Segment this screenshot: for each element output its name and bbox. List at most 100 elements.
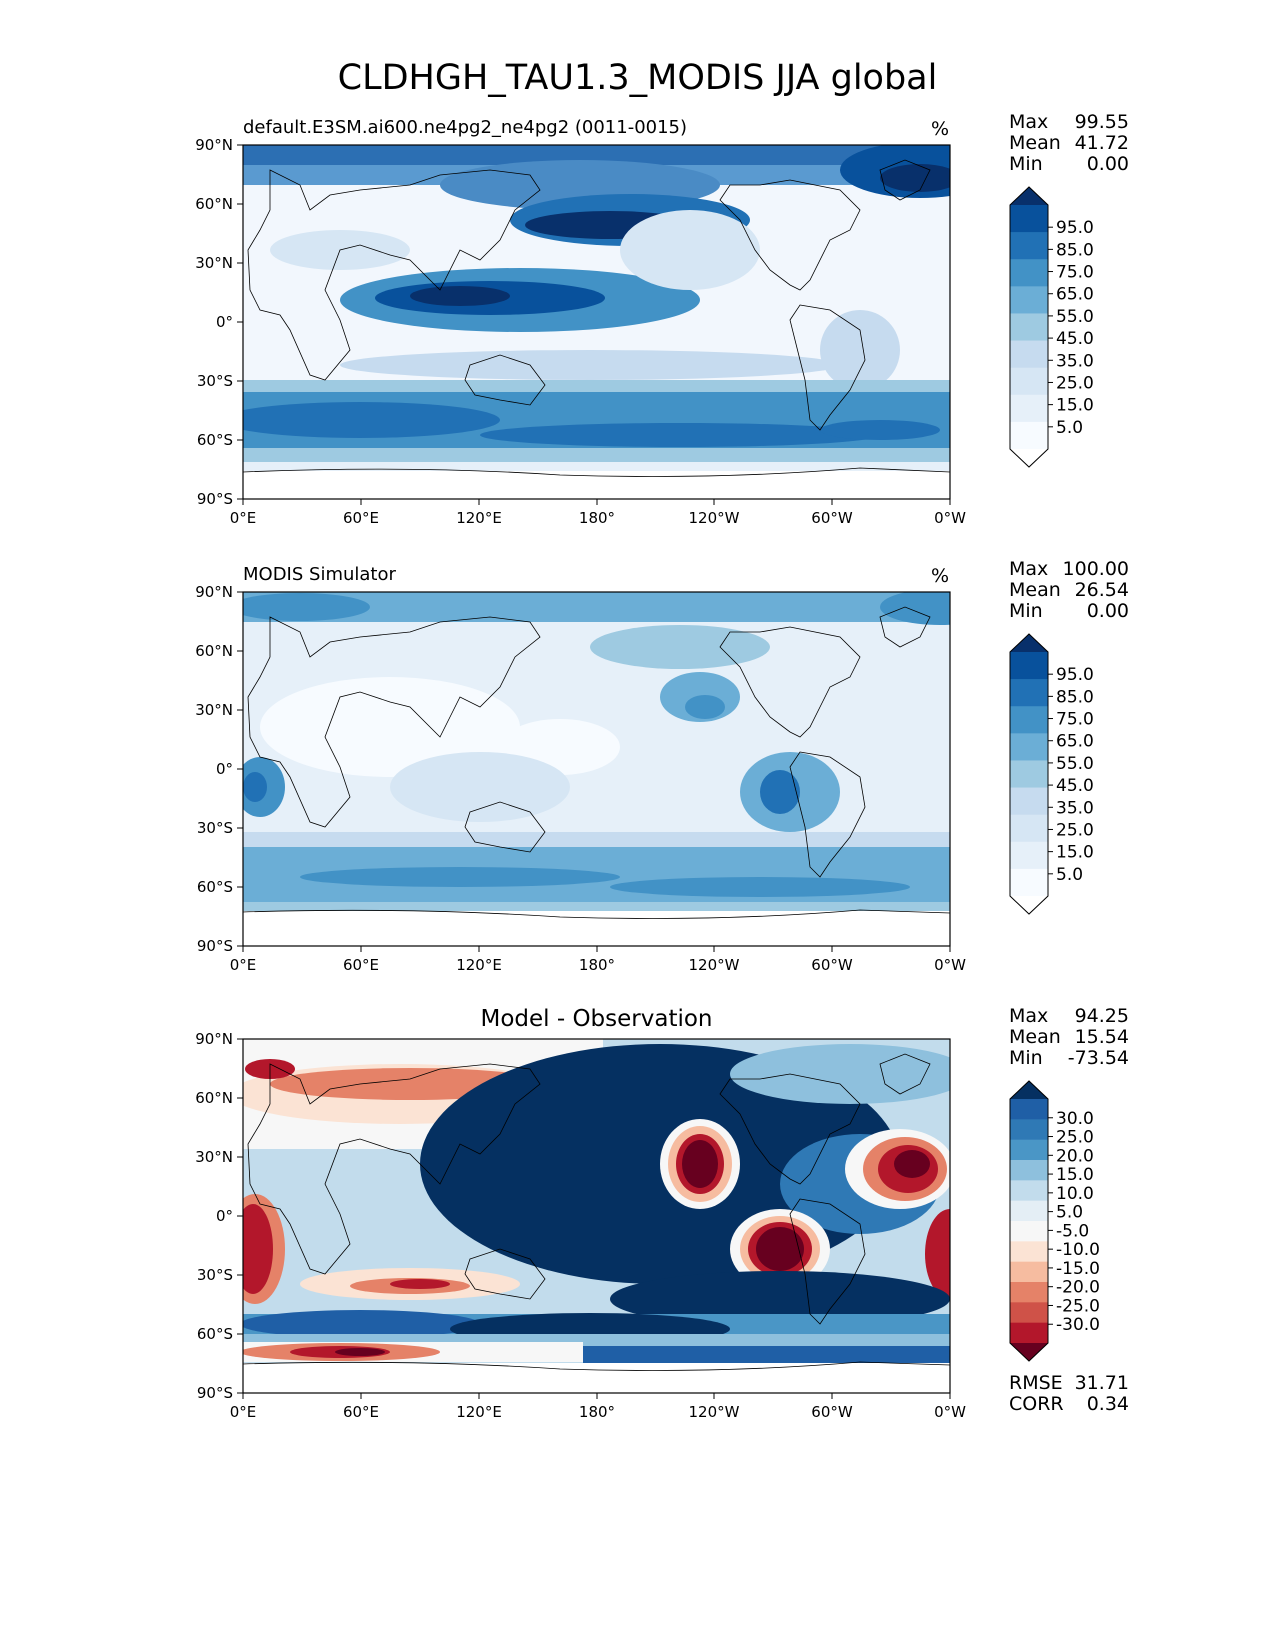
panel-3-ytick-label: 60°N	[195, 1089, 233, 1107]
colorbar-tick-label: 15.0	[1056, 843, 1094, 863]
colorbar-tick-label: 35.0	[1056, 798, 1094, 818]
colorbar-extend-min	[1010, 449, 1048, 467]
colorbar-swatch	[1010, 313, 1048, 342]
colorbar-outline	[1009, 1080, 1049, 1362]
colorbar-swatch	[1010, 841, 1048, 870]
panel-2-map: 90°N 60°N 30°N 0° 30°S 60°S 90°S 0°E 60°…	[195, 583, 966, 974]
colorbar-extend-min	[1010, 1343, 1048, 1361]
colorbar-swatch	[1010, 1180, 1048, 1202]
panel-2-xtick-label: 0°E	[230, 956, 257, 974]
colorbar-tick-label: 95.0	[1056, 665, 1094, 685]
colorbar-tick-label: 55.0	[1056, 754, 1094, 774]
colorbar-swatch	[1010, 286, 1048, 314]
panel-3-title: Model - Observation	[480, 1006, 713, 1032]
panel-1-xtick-label: 120°E	[456, 509, 502, 527]
panel-1-ytick-label: 30°S	[197, 372, 233, 390]
panel-2-units: %	[931, 565, 950, 587]
stat-mean-label: Mean	[1009, 579, 1061, 601]
stat-max-label: Max	[1009, 111, 1049, 133]
stat-min-value: -73.54	[1067, 1047, 1129, 1069]
panel-2-xtick-label: 120°E	[456, 956, 502, 974]
panel-1-xtick-label: 60°E	[343, 509, 379, 527]
panel-3-y-ticks	[237, 1038, 243, 1394]
panel-1-ytick-label: 90°N	[195, 136, 233, 154]
panel-1-xtick-label: 0°W	[934, 509, 966, 527]
stat-min-value: 0.00	[1086, 153, 1129, 175]
panel-2-xtick-label: 60°E	[343, 956, 379, 974]
panel-1-xtick-label: 0°E	[230, 509, 257, 527]
panel-2-colorbar: 95.085.0 75.065.055.045.035.025.0 15.05.0	[1009, 633, 1094, 915]
colorbar-tick-label: -10.0	[1056, 1240, 1100, 1260]
colorbar-swatch	[1010, 367, 1048, 396]
panel-1-map: 90°N 60°N 30°N 0° 30°S 60°S 90°S 0°E 60°…	[195, 136, 966, 527]
stat-min-value: 0.00	[1086, 600, 1129, 622]
panel-3-ytick-label: 60°S	[197, 1325, 233, 1343]
colorbar-tick-label: 15.0	[1056, 1165, 1094, 1185]
colorbar-tick-label: 30.0	[1056, 1109, 1094, 1129]
colorbar-swatch	[1010, 340, 1048, 369]
rmse-value: 31.71	[1074, 1372, 1129, 1394]
colorbar-swatch	[1010, 1139, 1048, 1161]
colorbar-swatch	[1010, 1282, 1048, 1303]
colorbar-tick-label: 85.0	[1056, 240, 1094, 260]
panel-2-ytick-label: 30°S	[197, 819, 233, 837]
colorbar-extend-min	[1010, 896, 1048, 914]
panel-2-xtick-label: 0°W	[934, 956, 966, 974]
colorbar-tick-label: 55.0	[1056, 307, 1094, 327]
colorbar-swatch	[1010, 1261, 1048, 1283]
colorbar-swatch	[1010, 1221, 1048, 1242]
panel-3-xtick-label: 120°W	[689, 1403, 740, 1421]
panel-2-ytick-label: 60°S	[197, 878, 233, 896]
corr-label: CORR	[1009, 1393, 1064, 1415]
colorbar-swatch	[1010, 259, 1048, 287]
panel-2-ytick-label: 60°N	[195, 642, 233, 660]
panel-2-ytick-label: 30°N	[195, 701, 233, 719]
panel-3-x-ticks	[242, 1393, 951, 1399]
panel-2-y-ticks	[237, 591, 243, 947]
colorbar-tick-label: 25.0	[1056, 373, 1094, 393]
colorbar-tick-label: -30.0	[1056, 1315, 1100, 1335]
colorbar-tick-label: 25.0	[1056, 1128, 1094, 1148]
stat-mean-label: Mean	[1009, 1026, 1061, 1048]
corr-value: 0.34	[1086, 1393, 1129, 1415]
panel-1-ytick-label: 60°S	[197, 431, 233, 449]
colorbar-swatch	[1010, 1241, 1048, 1263]
colorbar-extend-max	[1010, 634, 1048, 652]
colorbar-tick-label: 15.0	[1056, 396, 1094, 416]
stat-max-value: 99.55	[1074, 111, 1129, 133]
colorbar-swatch	[1010, 205, 1048, 233]
colorbar-tick-label: 45.0	[1056, 776, 1094, 796]
colorbar-outline	[1009, 186, 1049, 468]
colorbar-swatch	[1010, 421, 1048, 450]
panel-3-ytick-label: 30°N	[195, 1148, 233, 1166]
colorbar-swatch	[1010, 652, 1048, 680]
colorbar-extend-max	[1010, 187, 1048, 205]
panel-2-xtick-label: 120°W	[689, 956, 740, 974]
colorbar-tick-label: 45.0	[1056, 329, 1094, 349]
colorbar-tick-label: 95.0	[1056, 218, 1094, 238]
stat-max-label: Max	[1009, 1005, 1049, 1027]
panel-1-title-left: default.E3SM.ai600.ne4pg2_ne4pg2 (0011-0…	[243, 117, 688, 138]
panel-1-y-ticks	[237, 144, 243, 500]
colorbar-tick-label: 20.0	[1056, 1146, 1094, 1166]
colorbar-extend-max	[1010, 1081, 1048, 1099]
colorbar-tick-label: 5.0	[1056, 865, 1083, 885]
panel-3-xtick-label: 180°	[579, 1403, 615, 1421]
panel-1-stats: Max 99.55 Mean 41.72 Min 0.00	[1009, 112, 1129, 175]
panel-3-xtick-label: 60°E	[343, 1403, 379, 1421]
colorbar-swatch	[1010, 1160, 1048, 1181]
panel-2-ytick-label: 90°S	[197, 937, 233, 955]
colorbar-tick-label: 25.0	[1056, 820, 1094, 840]
colorbar-tick-label: 10.0	[1056, 1184, 1094, 1204]
panel-2-ytick-label: 90°N	[195, 583, 233, 601]
colorbar-tick-label: -20.0	[1056, 1278, 1100, 1298]
colorbar-tick-label: 5.0	[1056, 418, 1083, 438]
stat-mean-value: 15.54	[1074, 1026, 1129, 1048]
colorbar-swatch	[1010, 1302, 1048, 1324]
colorbar-outline	[1009, 633, 1049, 915]
colorbar-tick-label: -5.0	[1056, 1221, 1089, 1241]
stat-max-label: Max	[1009, 558, 1049, 580]
panel-2-xtick-label: 60°W	[811, 956, 853, 974]
panel-1-xtick-label: 120°W	[689, 509, 740, 527]
panel-3-xtick-label: 0°W	[934, 1403, 966, 1421]
